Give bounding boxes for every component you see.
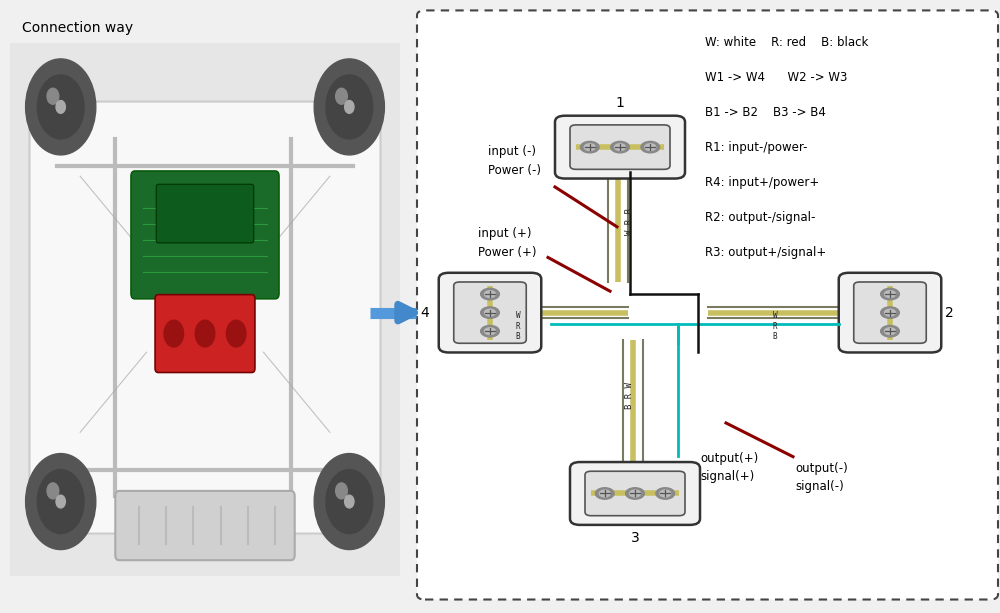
Text: signal(-): signal(-) [795,481,844,493]
FancyBboxPatch shape [439,273,541,352]
FancyBboxPatch shape [585,471,685,516]
Text: 1: 1 [616,96,624,110]
Text: B R W: B R W [626,382,635,409]
Circle shape [641,142,660,153]
Text: R1: input-/power-: R1: input-/power- [705,141,808,154]
FancyBboxPatch shape [839,273,941,352]
Text: input (-): input (-) [488,145,536,158]
Circle shape [481,326,499,337]
Circle shape [595,488,614,499]
Text: signal(+): signal(+) [700,470,754,483]
Circle shape [484,291,496,297]
Circle shape [885,328,896,335]
Circle shape [599,490,610,497]
Text: output(+): output(+) [700,452,758,465]
Text: 2: 2 [945,306,954,319]
Circle shape [630,490,640,497]
Circle shape [584,144,595,151]
Text: B1 -> B2    B3 -> B4: B1 -> B2 B3 -> B4 [705,106,826,120]
FancyArrowPatch shape [398,304,414,321]
Circle shape [611,142,629,153]
Circle shape [614,144,626,151]
FancyBboxPatch shape [454,282,526,343]
Text: Connection way: Connection way [22,21,133,36]
Text: W
R
B: W R B [773,311,777,341]
Circle shape [626,488,644,499]
Text: R2: output-/signal-: R2: output-/signal- [705,211,815,224]
Text: input (+): input (+) [478,227,532,240]
Text: W1 -> W4      W2 -> W3: W1 -> W4 W2 -> W3 [705,71,847,85]
FancyBboxPatch shape [570,462,700,525]
Text: 3: 3 [631,530,639,544]
FancyBboxPatch shape [854,282,926,343]
Text: W
R
B: W R B [516,311,520,341]
FancyBboxPatch shape [555,116,685,178]
Text: output(-): output(-) [795,462,848,475]
Circle shape [881,307,899,318]
Circle shape [481,288,499,300]
Text: W: white    R: red    B: black: W: white R: red B: black [705,36,868,50]
Circle shape [881,326,899,337]
Circle shape [580,142,599,153]
Text: R3: output+/signal+: R3: output+/signal+ [705,246,826,259]
Circle shape [660,490,671,497]
Text: Power (+): Power (+) [478,246,536,259]
Circle shape [885,291,896,297]
Circle shape [885,309,896,316]
Circle shape [484,328,496,335]
Text: W R B: W R B [626,208,635,235]
Circle shape [881,288,899,300]
Text: R4: input+/power+: R4: input+/power+ [705,176,819,189]
Circle shape [656,488,675,499]
Circle shape [484,309,496,316]
FancyBboxPatch shape [417,10,998,600]
Circle shape [481,307,499,318]
FancyBboxPatch shape [570,125,670,169]
Text: 4: 4 [421,306,430,319]
Circle shape [645,144,656,151]
Text: Power (-): Power (-) [488,164,541,177]
